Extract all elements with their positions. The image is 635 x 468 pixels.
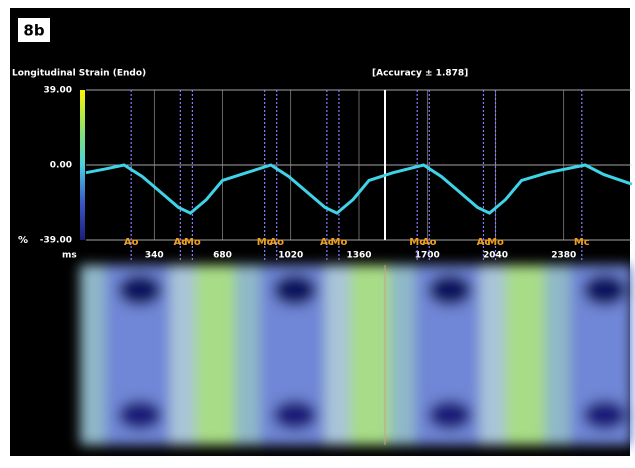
y-tick-label: 0.00	[50, 161, 72, 171]
x-tick-label: 1700	[415, 251, 440, 261]
x-tick-label: 1020	[278, 251, 303, 261]
event-label: Ac	[174, 237, 188, 248]
subtitle: [Accuracy ± 1.878]	[372, 69, 468, 79]
strain-curve	[85, 163, 633, 215]
x-axis-label: ms	[62, 251, 77, 261]
x-tick-label: 2380	[551, 251, 576, 261]
label-box	[18, 18, 50, 42]
chart-title: Longitudinal Strain (Endo)	[12, 69, 146, 79]
event-label: Ao	[422, 237, 437, 248]
event-label: Ao	[124, 237, 139, 248]
event-label: Mo	[487, 237, 504, 248]
figure-label: 8b	[23, 22, 44, 40]
x-tick-label: 1360	[346, 251, 371, 261]
x-tick-label: 680	[213, 251, 232, 261]
heatmap	[80, 265, 632, 445]
event-label: Ac	[477, 237, 491, 248]
y-tick-label: -39.00	[40, 236, 72, 246]
event-label: Mo	[184, 237, 201, 248]
event-label: Ac	[320, 237, 334, 248]
x-tick-label: 340	[145, 251, 164, 261]
event-label: Mc	[409, 237, 425, 248]
event-label: Mo	[331, 237, 348, 248]
event-label: Mc	[257, 237, 273, 248]
event-label: Ao	[269, 237, 284, 248]
y-axis-label: %	[18, 235, 28, 246]
event-label: Mc	[574, 237, 590, 248]
color-bar	[80, 90, 85, 240]
y-tick-label: 39.00	[44, 86, 72, 96]
